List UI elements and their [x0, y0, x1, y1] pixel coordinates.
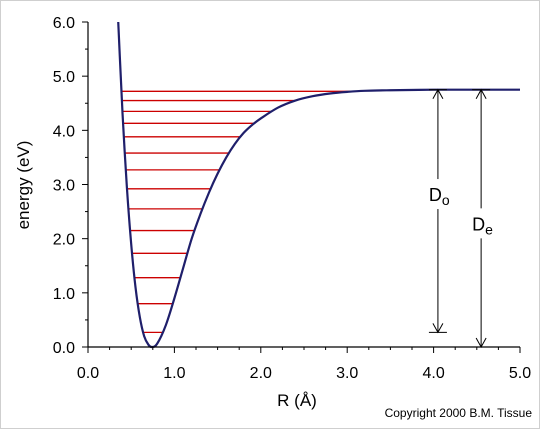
x-tick-label: 0.0 — [77, 365, 99, 382]
y-tick-label: 6.0 — [53, 15, 75, 32]
x-tick-label: 4.0 — [422, 365, 444, 382]
d0-bottom-arrowhead — [432, 323, 444, 334]
de-top-arrowhead — [475, 88, 487, 99]
d0-label-subscript: o — [442, 192, 450, 208]
de-label: D — [472, 214, 485, 234]
y-axis-label: energy (eV) — [14, 141, 33, 230]
x-axis-label: R (Å) — [277, 391, 317, 410]
x-tick-label: 2.0 — [250, 365, 272, 382]
y-tick-label: 4.0 — [53, 123, 75, 140]
energy-level-lines — [121, 90, 356, 334]
copyright-text: Copyright 2000 B.M. Tissue — [385, 406, 533, 420]
de-bottom-arrowhead — [475, 337, 487, 349]
de-label-backdrop — [465, 208, 498, 239]
de-label-subscript: e — [485, 221, 493, 237]
d0-label: D — [429, 185, 442, 205]
axis-tick-labels: 0.0 1.0 2.0 3.0 4.0 5.0 6.0 0.0 1.0 2.0 3.0 4.0 5.0 — [53, 15, 531, 382]
d0-top-arrowhead — [432, 88, 444, 99]
x-tick-label: 1.0 — [163, 365, 185, 382]
x-tick-label: 5.0 — [509, 365, 531, 382]
y-tick-label: 1.0 — [53, 286, 75, 303]
axes — [87, 22, 520, 348]
y-tick-label: 3.0 — [53, 178, 75, 195]
y-tick-label: 2.0 — [53, 232, 75, 249]
series-curves — [117, 21, 520, 349]
d0-label-backdrop — [421, 179, 454, 210]
y-tick-label: 5.0 — [53, 69, 75, 86]
axis-ticks — [82, 21, 521, 353]
potential-curve — [117, 21, 520, 349]
x-tick-label: 3.0 — [336, 365, 358, 382]
y-tick-label: 0.0 — [53, 340, 75, 357]
